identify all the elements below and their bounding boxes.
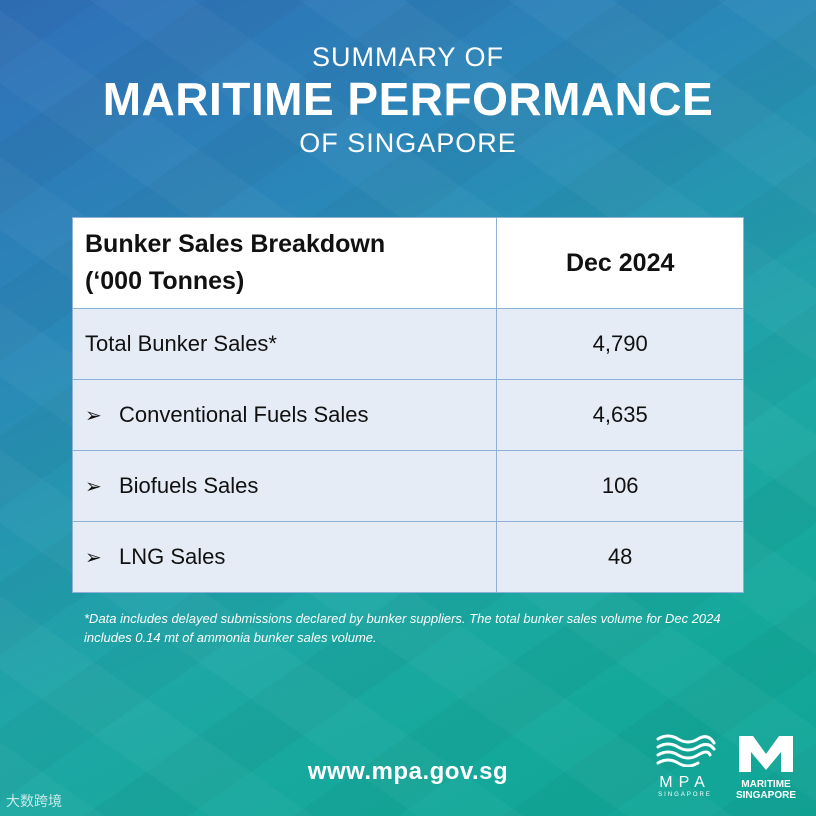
website-link[interactable]: www.mpa.gov.sg: [307, 758, 509, 785]
title-line-3: OF SINGAPORE: [299, 128, 517, 158]
row-label-cell: ➢ Biofuels Sales: [71, 450, 498, 522]
row-value: 4,790: [496, 308, 744, 380]
row-label: Conventional Fuels Sales: [119, 402, 369, 427]
row-value: 48: [496, 521, 744, 593]
arrow-bullet-icon: ➢: [85, 405, 102, 427]
mpa-waves-icon: [656, 734, 716, 768]
mpa-logo: MPA SINGAPORE: [650, 733, 720, 798]
bunker-sales-table: Bunker Sales Breakdown (‘000 Tonnes) Dec…: [71, 217, 744, 593]
ms-logo-line1: MARITIME: [741, 779, 791, 790]
mpa-logo-text: MPA: [659, 774, 711, 791]
header-label-line2: (‘000 Tonnes): [85, 267, 245, 295]
ms-logo-line2: SINGAPORE: [735, 790, 796, 801]
maritime-singapore-m-icon: [739, 736, 793, 772]
row-label-cell: ➢ Conventional Fuels Sales: [71, 379, 498, 451]
row-label: Biofuels Sales: [119, 473, 259, 498]
mpa-logo-sub: SINGAPORE: [658, 792, 712, 798]
table-row: Total Bunker Sales* 4,790: [71, 308, 744, 380]
arrow-bullet-icon: ➢: [85, 547, 102, 569]
row-label-cell: ➢ LNG Sales: [71, 521, 498, 593]
table-row: ➢ LNG Sales 48: [71, 521, 744, 593]
row-label: Total Bunker Sales*: [71, 308, 498, 380]
table-row: ➢ Conventional Fuels Sales 4,635: [71, 379, 744, 451]
header-label-cell: Bunker Sales Breakdown (‘000 Tonnes): [71, 217, 498, 309]
title-line-1: SUMMARY OF: [311, 42, 505, 72]
row-value: 4,635: [496, 379, 744, 451]
watermark: 大数跨境: [6, 793, 62, 809]
row-value: 106: [496, 450, 744, 522]
page-title: MARITIME PERFORMANCE: [102, 73, 714, 125]
table-header-row: Bunker Sales Breakdown (‘000 Tonnes) Dec…: [71, 217, 744, 309]
maritime-singapore-logo: MARITIME SINGAPORE: [734, 734, 798, 801]
header-label-line1: Bunker Sales Breakdown: [85, 230, 386, 258]
row-label: LNG Sales: [119, 544, 226, 569]
header-period-cell: Dec 2024: [496, 217, 744, 309]
table-row: ➢ Biofuels Sales 106: [71, 450, 744, 522]
arrow-bullet-icon: ➢: [85, 476, 102, 498]
footnote: *Data includes delayed submissions decla…: [84, 611, 721, 645]
